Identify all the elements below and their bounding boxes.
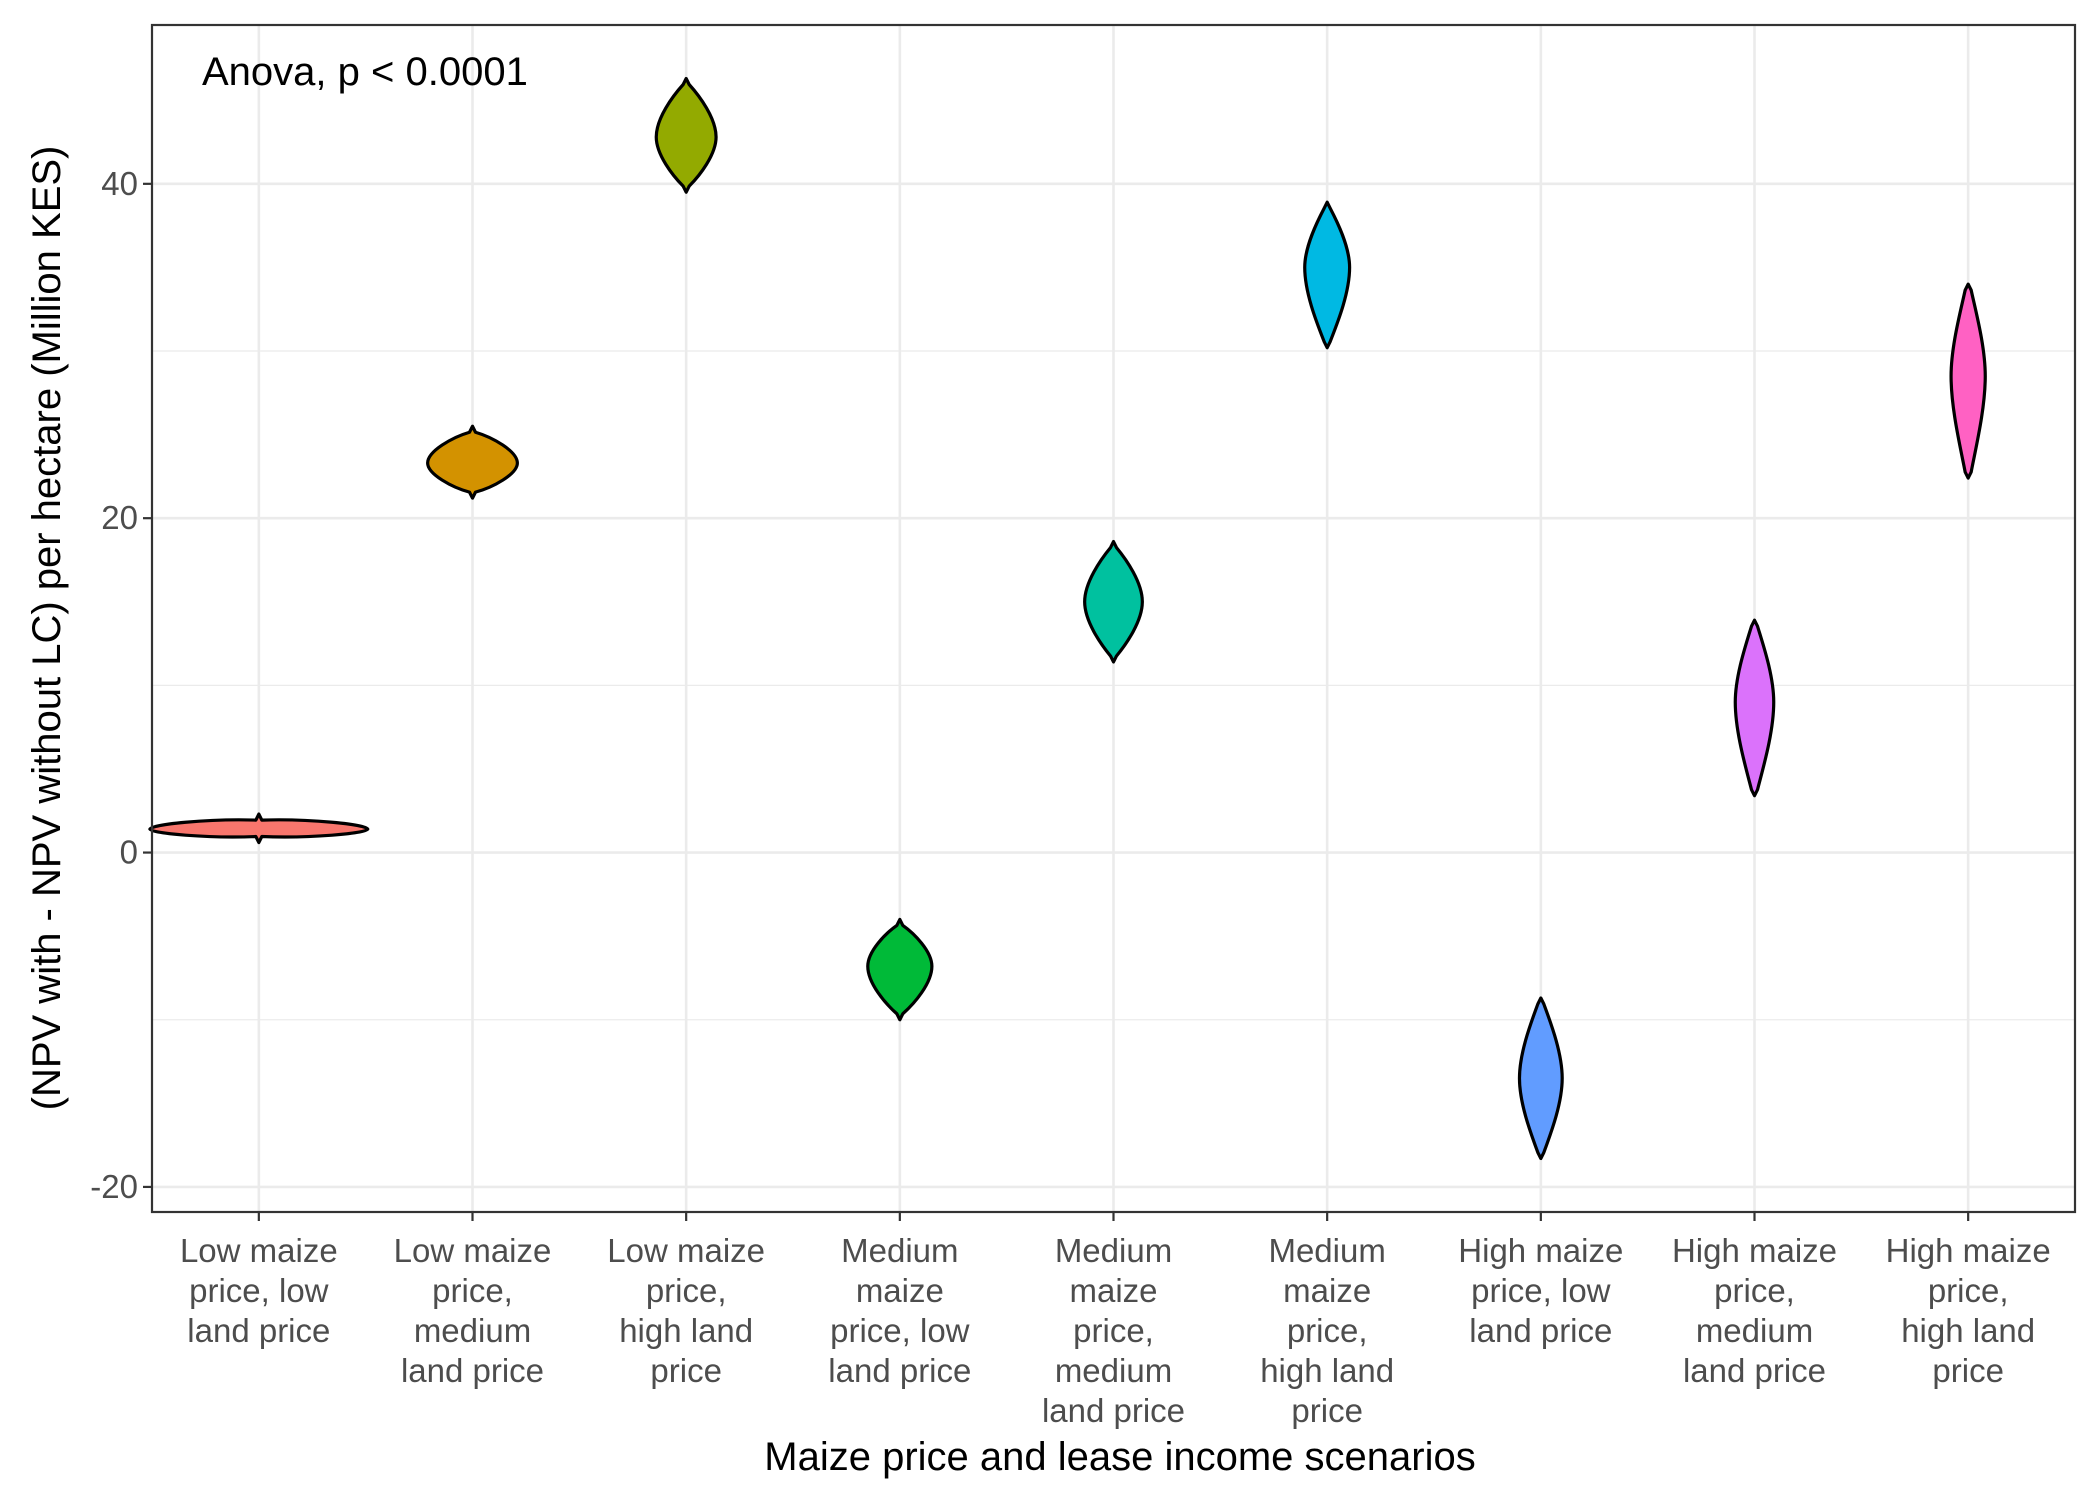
violins — [148, 76, 1987, 1161]
anova-annotation: Anova, p < 0.0001 — [202, 50, 528, 94]
x-tick-label: Low maize price, high land price — [607, 1232, 765, 1389]
violin-4 — [866, 917, 934, 1022]
x-axis: Low maize price, low land price Low maize pr… — [180, 1212, 2051, 1429]
violin-6 — [1303, 200, 1352, 350]
x-tick-label: Low maize price, medium land price — [394, 1232, 552, 1389]
violin-7 — [1517, 996, 1564, 1161]
violin-9 — [1949, 282, 1987, 480]
x-tick-label: High maize price, low land price — [1458, 1232, 1623, 1349]
y-tick-label: 40 — [101, 165, 138, 202]
x-axis-title: Maize price and lease income scenarios — [764, 1435, 1475, 1479]
x-tick-label: High maize price, medium land price — [1672, 1232, 1837, 1389]
violin-3 — [654, 76, 718, 194]
violin-5 — [1083, 539, 1144, 664]
y-tick-label: -20 — [90, 1168, 138, 1205]
x-tick-label: High maize price, high land price — [1886, 1232, 2051, 1389]
violin-2 — [426, 424, 519, 500]
x-tick-label: Medium maize price, medium land price — [1042, 1232, 1185, 1429]
y-axis: -20 0 20 40 — [90, 165, 152, 1205]
violin-8 — [1733, 618, 1776, 798]
y-axis-title: (NPV with - NPV without LC) per hectare … — [25, 146, 69, 1111]
violin-1 — [148, 812, 370, 845]
x-tick-label: Medium maize price, low land price — [828, 1232, 971, 1389]
x-tick-label: Medium maize price, high land price — [1260, 1232, 1394, 1429]
y-tick-label: 0 — [120, 834, 138, 871]
x-tick-label: Low maize price, low land price — [180, 1232, 338, 1349]
y-tick-label: 20 — [101, 499, 138, 536]
